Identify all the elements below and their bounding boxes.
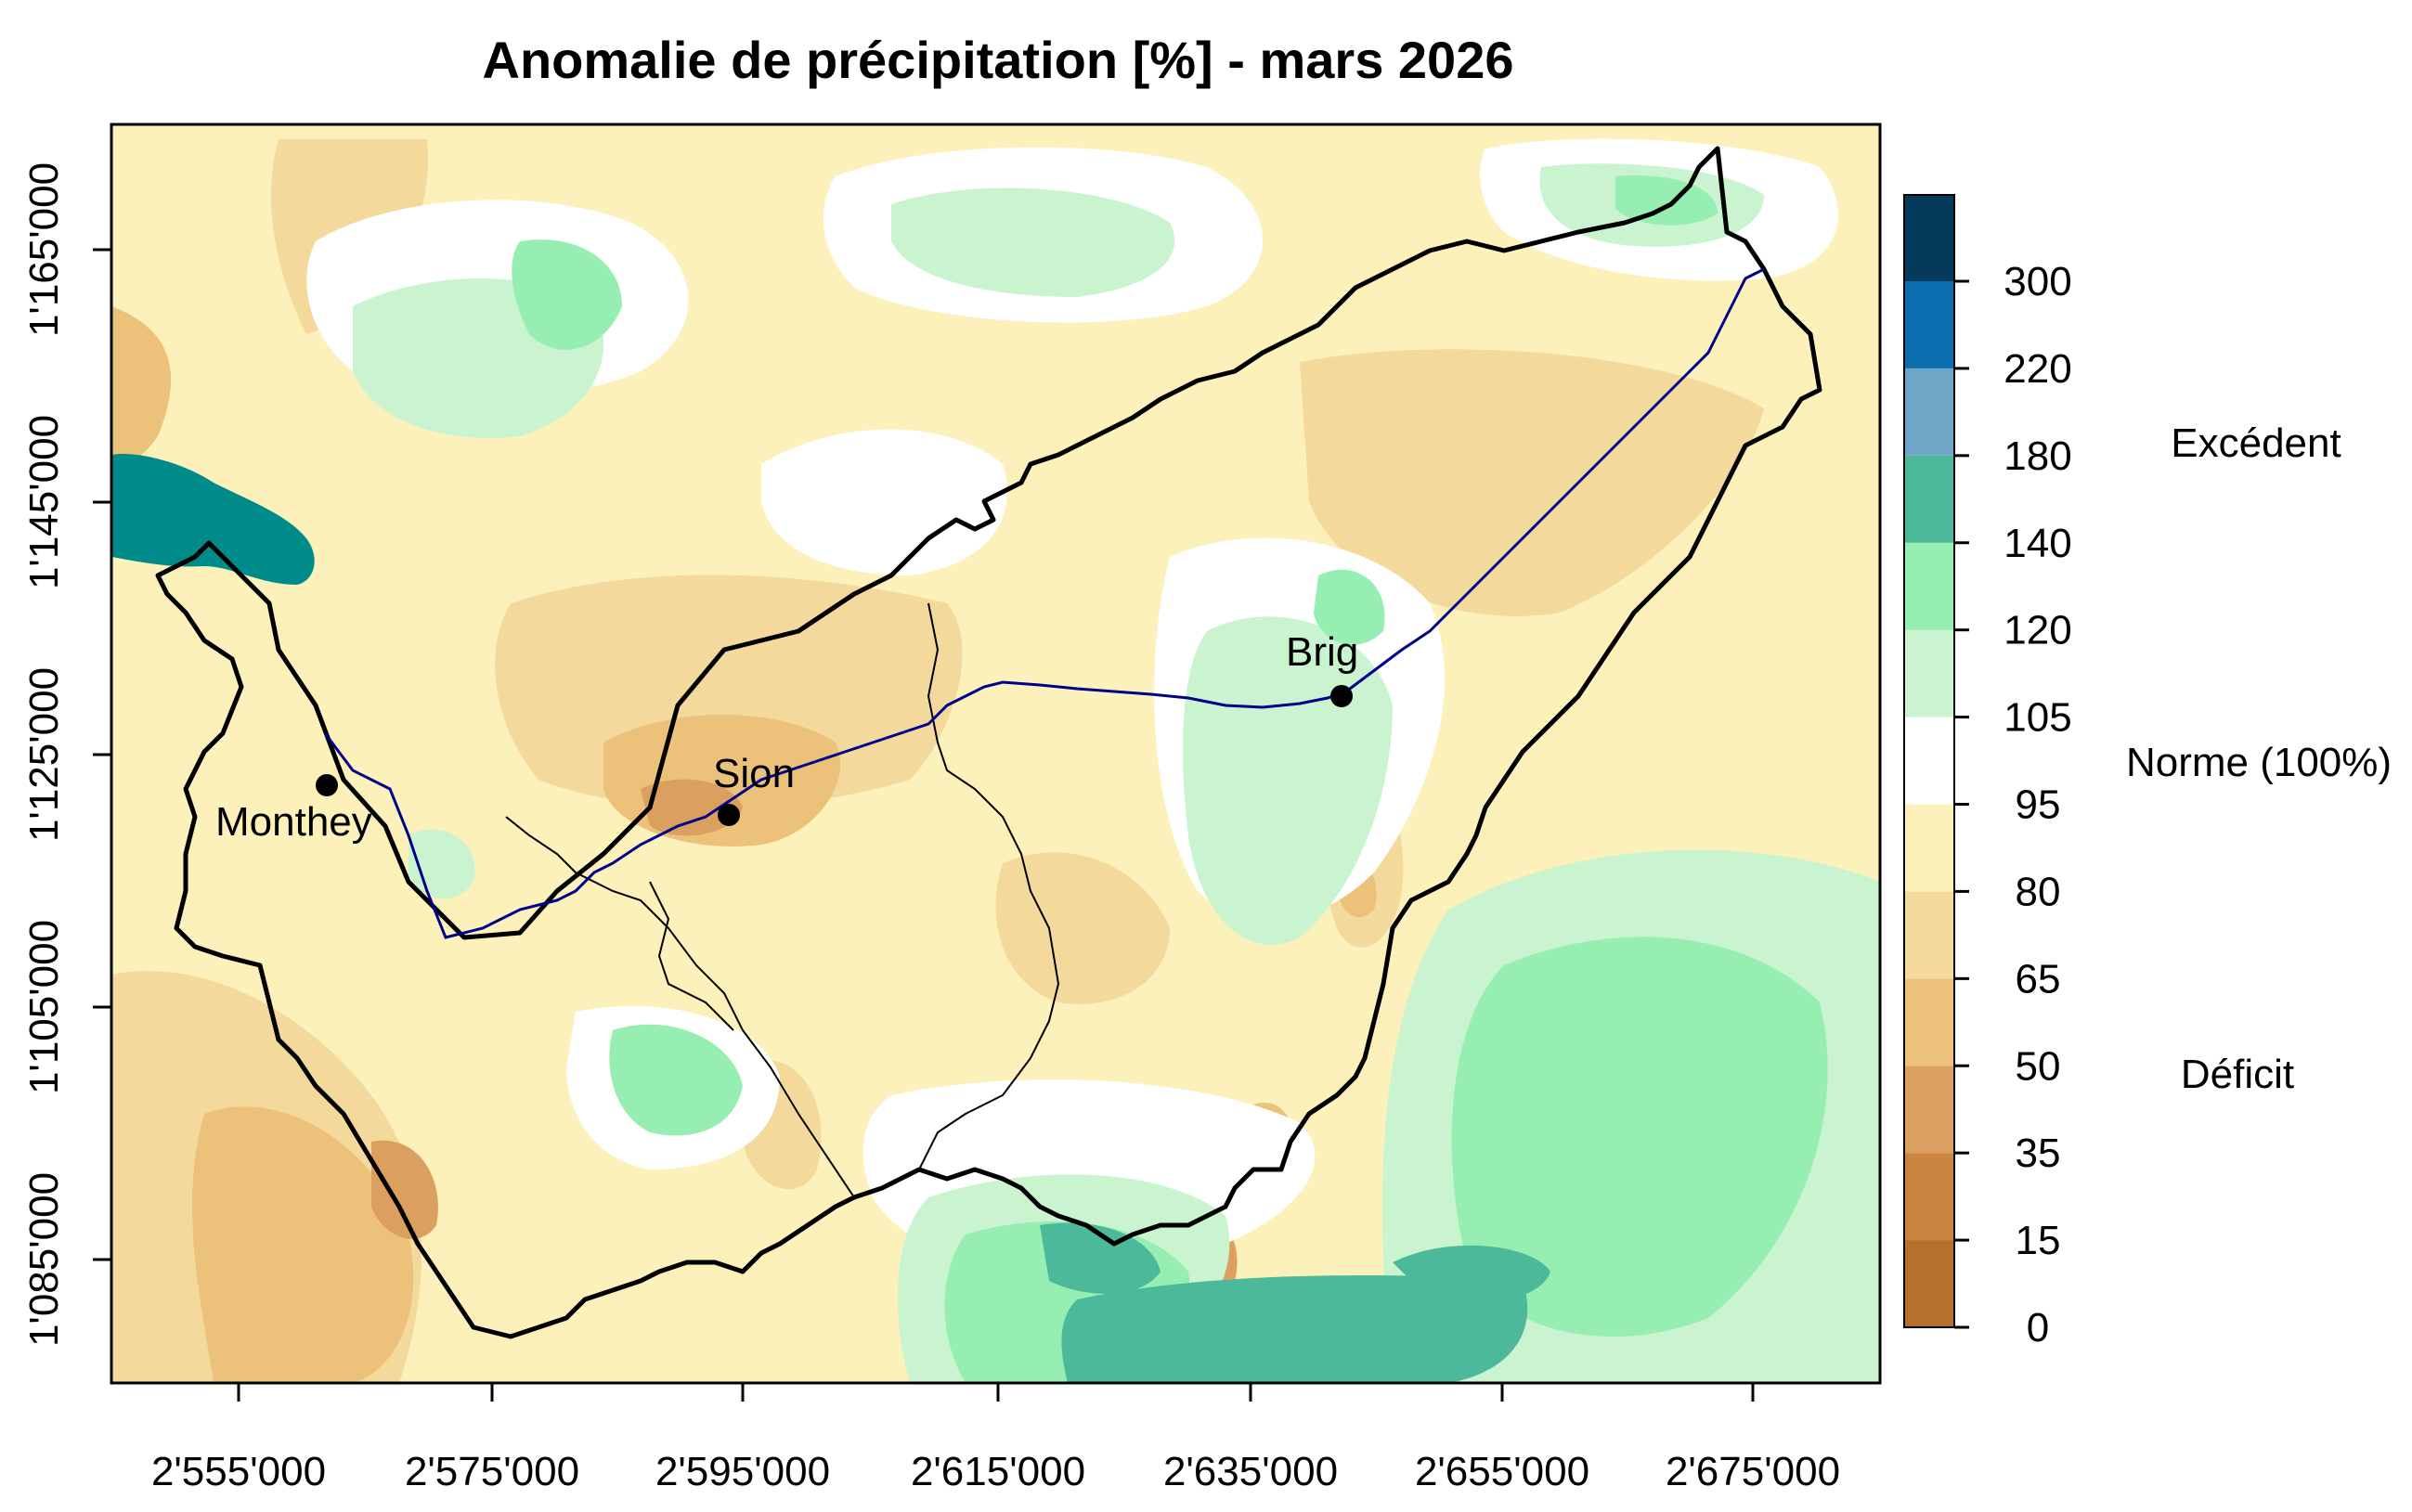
surplus-zones — [353, 163, 1880, 1383]
city-marker-monthey — [316, 774, 338, 796]
legend-tick-label: 120 — [2004, 608, 2071, 653]
city-label-monthey: Monthey — [215, 799, 372, 845]
city-label-brig: Brig — [1286, 629, 1358, 675]
x-tick-label: 2'595'000 — [655, 1449, 830, 1494]
legend-colorbar — [1904, 195, 1954, 1327]
legend-tick-label: 50 — [2016, 1043, 2061, 1089]
lake-geneva — [111, 454, 315, 585]
subbasin-border-3 — [649, 881, 734, 1031]
legend-swatch — [1904, 368, 1954, 456]
legend-tick-label: 65 — [2016, 956, 2061, 1002]
y-tick-label: 1'105'000 — [21, 920, 67, 1094]
x-tick-label: 2'635'000 — [1163, 1449, 1338, 1494]
legend-swatch — [1904, 195, 1954, 281]
legend-swatch — [1904, 717, 1954, 805]
legend-frame — [1903, 194, 1955, 1328]
x-tick-label: 2'575'000 — [405, 1449, 579, 1494]
legend-swatch — [1904, 804, 1954, 892]
y-tick-label: 1'165'000 — [21, 162, 67, 337]
legend-swatch — [1904, 281, 1954, 368]
legend-tick-label: 220 — [2004, 346, 2071, 392]
legend-swatch — [1904, 891, 1954, 979]
legend-swatch — [1904, 1240, 1954, 1327]
legend-tick-label: 35 — [2016, 1131, 2061, 1176]
map-title: Anomalie de précipitation [%] - mars 202… — [482, 31, 1514, 89]
legend-swatch — [1904, 1066, 1954, 1154]
legend-tick-label: 15 — [2016, 1218, 2061, 1263]
x-tick-label: 2'675'000 — [1666, 1449, 1840, 1494]
legend-tick-label: 0 — [2027, 1305, 2049, 1350]
y-tick-label: 1'125'000 — [21, 667, 67, 842]
rhone-river — [323, 267, 1765, 939]
legend-tick-label: 95 — [2016, 782, 2061, 828]
legend-class-deficit: Déficit — [2181, 1052, 2294, 1097]
subbasin-border-2 — [918, 602, 1060, 1170]
legend-tick-label: 105 — [2004, 695, 2071, 741]
x-tick-labels: 2'555'000 2'575'000 2'595'000 2'615'000 … — [151, 1449, 1840, 1494]
legend-tick-label: 180 — [2004, 433, 2071, 479]
y-axis — [93, 248, 111, 1261]
canton-border — [155, 146, 1822, 1339]
legend-tick-label: 140 — [2004, 521, 2071, 566]
legend-tick-label: 80 — [2016, 869, 2061, 914]
y-tick-labels: 1'085'000 1'105'000 1'125'000 1'145'000 … — [21, 162, 67, 1347]
legend-swatch — [1904, 629, 1954, 717]
x-axis — [237, 1383, 1755, 1402]
subbasin-border-1 — [505, 816, 855, 1198]
x-tick-label: 2'555'000 — [151, 1449, 326, 1494]
city-marker-sion — [718, 804, 740, 826]
x-tick-label: 2'615'000 — [911, 1449, 1085, 1494]
legend-tick-label: 300 — [2004, 259, 2071, 304]
legend-ticks: 0 15 35 50 65 80 95 105 120 140 180 220 300 — [1954, 259, 2072, 1350]
city-label-sion: Sion — [713, 751, 795, 796]
x-tick-label: 2'655'000 — [1415, 1449, 1589, 1494]
y-tick-label: 1'145'000 — [21, 415, 67, 589]
legend-swatch — [1904, 542, 1954, 630]
legend-swatch — [1904, 978, 1954, 1066]
city-marker-brig — [1330, 685, 1353, 707]
legend-swatch — [1904, 455, 1954, 543]
legend-class-excedent: Excédent — [2171, 420, 2341, 466]
map-area — [111, 124, 1880, 1383]
y-tick-label: 1'085'000 — [21, 1172, 67, 1347]
legend-class-norme: Norme (100%) — [2126, 740, 2392, 785]
legend-swatch — [1904, 1153, 1954, 1241]
